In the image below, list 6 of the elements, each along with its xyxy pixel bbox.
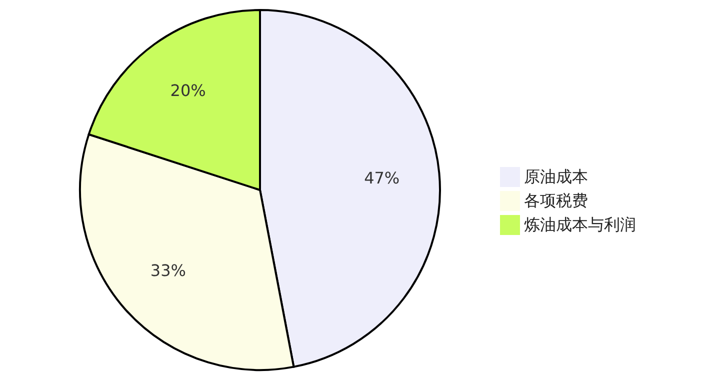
- data-label: 20%: [170, 80, 206, 100]
- data-label: 47%: [364, 168, 400, 188]
- legend-label: 炼油成本与利润: [524, 215, 636, 234]
- data-label: 33%: [150, 260, 186, 280]
- legend-label: 各项税费: [524, 191, 588, 210]
- legend-label: 原油成本: [524, 167, 588, 186]
